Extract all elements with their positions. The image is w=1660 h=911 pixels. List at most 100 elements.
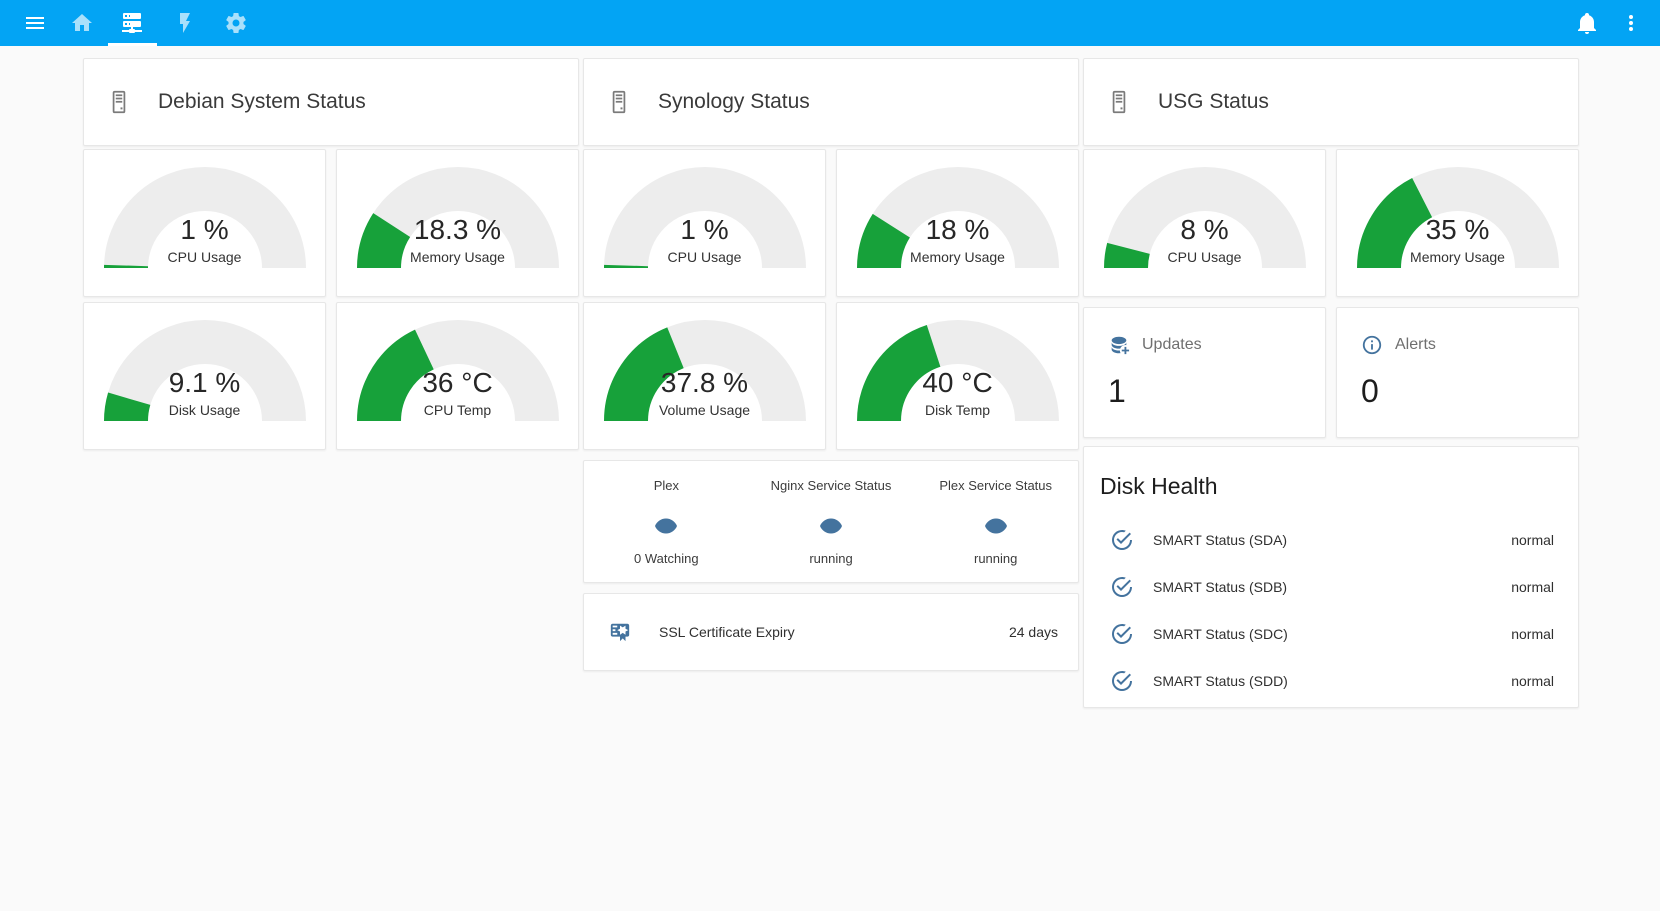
gauge-value: 8 % — [1180, 214, 1229, 245]
stat-value: 1 — [1108, 373, 1126, 409]
smart-value: normal — [1511, 531, 1554, 548]
gauge-label: CPU Usage — [1167, 249, 1242, 265]
smart-value: normal — [1511, 578, 1554, 595]
stat-label: Alerts — [1395, 336, 1436, 353]
entity-name: Plex — [653, 478, 679, 493]
synology-header-card: Synology Status — [583, 58, 1079, 146]
server-tower-icon — [1112, 90, 1126, 114]
eye-icon — [655, 518, 678, 534]
gauge-value: 1 % — [680, 214, 729, 245]
gauge-volume-usage[interactable]: 37.8 % Volume Usage — [583, 302, 826, 450]
check-circle-icon — [1112, 529, 1132, 550]
notifications-bell-icon[interactable] — [1575, 11, 1599, 35]
dashboard-columns: Debian System Status 1 % CPU Usage 18.3 … — [83, 58, 1579, 708]
page-title: Synology Status — [658, 90, 810, 113]
menu-icon[interactable] — [23, 11, 47, 35]
glance-item-plex[interactable]: Plex 0 Watching — [584, 478, 749, 582]
column-usg: USG Status 8 % CPU Usage 35 % Memory Usa… — [1083, 58, 1579, 708]
eye-icon — [820, 518, 842, 534]
gauge-arc — [103, 167, 306, 268]
updates-card[interactable]: Updates 1 — [1083, 307, 1326, 438]
synology-gauges: 1 % CPU Usage 18 % Memory Usage 37.8 % V… — [583, 149, 1079, 450]
disk-health-card: Disk Health SMART Status (SDA) normal SM… — [1083, 446, 1579, 708]
gauge-arc — [856, 167, 1059, 268]
server-tower-icon — [612, 90, 626, 114]
gauge-arc — [1103, 167, 1306, 268]
gauge-memory-usage[interactable]: 18.3 % Memory Usage — [336, 149, 579, 297]
entity-name: Plex Service Status — [939, 478, 1053, 493]
gauge-value: 35 % — [1425, 214, 1490, 245]
smart-value: normal — [1511, 672, 1554, 689]
stat-value: 0 — [1361, 373, 1379, 409]
smart-label: SMART Status (SDA) — [1153, 531, 1288, 548]
gauge-label: CPU Temp — [423, 402, 492, 418]
gauge-label: Memory Usage — [1410, 249, 1505, 265]
gauge-disk-temp[interactable]: 40 °C Disk Temp — [836, 302, 1079, 450]
tab-server-network-icon[interactable] — [120, 11, 144, 35]
ssl-label: SSL Certificate Expiry — [659, 624, 795, 640]
database-plus-icon — [1111, 336, 1130, 355]
smart-label: SMART Status (SDD) — [1153, 672, 1288, 689]
check-circle-icon — [1112, 670, 1132, 691]
gauge-arc — [356, 167, 559, 268]
gauge-cpu-temp[interactable]: 36 °C CPU Temp — [336, 302, 579, 450]
alerts-card[interactable]: Alerts 0 — [1336, 307, 1579, 438]
page-title: Debian System Status — [158, 90, 366, 113]
certificate-icon — [610, 623, 630, 642]
gauge-label: Memory Usage — [910, 249, 1005, 265]
smart-label: SMART Status (SDB) — [1153, 578, 1288, 595]
gauge-cpu-usage[interactable]: 1 % CPU Usage — [583, 149, 826, 297]
stat-label: Updates — [1142, 336, 1202, 353]
glance-item-nginx-service[interactable]: Nginx Service Status running — [749, 478, 914, 582]
smart-status-sdd-row[interactable]: SMART Status (SDD) normal — [1084, 657, 1578, 704]
gauge-arc — [1356, 167, 1559, 268]
smart-status-sdb-row[interactable]: SMART Status (SDB) normal — [1084, 563, 1578, 610]
gauge-memory-usage[interactable]: 35 % Memory Usage — [1336, 149, 1579, 297]
smart-status-sdc-row[interactable]: SMART Status (SDC) normal — [1084, 610, 1578, 657]
gauge-disk-usage[interactable]: 9.1 % Disk Usage — [83, 302, 326, 450]
check-circle-icon — [1112, 576, 1132, 597]
eye-icon — [984, 518, 1007, 534]
glance-item-plex-service[interactable]: Plex Service Status running — [913, 478, 1078, 582]
usg-header-card: USG Status — [1083, 58, 1579, 146]
tab-home-icon[interactable] — [70, 11, 94, 35]
gauge-arc — [103, 320, 306, 421]
gauge-cpu-usage[interactable]: 1 % CPU Usage — [83, 149, 326, 297]
gauge-cpu-usage[interactable]: 8 % CPU Usage — [1083, 149, 1326, 297]
gauge-value: 37.8 % — [660, 367, 749, 398]
overflow-menu-icon[interactable] — [1619, 11, 1643, 35]
gauge-label: CPU Usage — [667, 249, 742, 265]
debian-gauges: 1 % CPU Usage 18.3 % Memory Usage 9.1 % … — [83, 149, 579, 450]
entity-name: Nginx Service Status — [770, 478, 892, 493]
smart-value: normal — [1511, 625, 1554, 642]
tab-settings-icon[interactable] — [224, 11, 248, 35]
server-tower-icon — [112, 90, 126, 114]
check-circle-icon — [1112, 623, 1132, 644]
gauge-value: 9.1 % — [168, 367, 241, 398]
services-glance-card: Plex 0 Watching Nginx Service Status run… — [583, 460, 1079, 583]
gauge-label: Disk Usage — [168, 402, 241, 418]
column-debian: Debian System Status 1 % CPU Usage 18.3 … — [83, 58, 579, 708]
usg-stat-cards: Updates 1 Alerts 0 — [1083, 307, 1579, 438]
page-title: USG Status — [1158, 90, 1269, 113]
smart-label: SMART Status (SDC) — [1153, 625, 1288, 642]
tab-flash-icon[interactable] — [173, 11, 197, 35]
gauge-label: Volume Usage — [658, 402, 751, 418]
gauge-arc — [603, 320, 806, 421]
gauge-label: CPU Usage — [167, 249, 242, 265]
gauge-value: 40 °C — [922, 367, 993, 398]
disk-health-title: Disk Health — [1100, 473, 1218, 499]
app-toolbar — [0, 0, 1660, 46]
ssl-value: 24 days — [1008, 624, 1058, 640]
gauge-memory-usage[interactable]: 18 % Memory Usage — [836, 149, 1079, 297]
gauge-arc — [356, 320, 559, 421]
entity-state: running — [809, 551, 853, 566]
gauge-arc — [856, 320, 1059, 421]
gauge-label: Disk Temp — [924, 402, 991, 418]
debian-header-card: Debian System Status — [83, 58, 579, 146]
smart-status-sda-row[interactable]: SMART Status (SDA) normal — [1084, 516, 1578, 563]
ssl-certificate-row[interactable]: SSL Certificate Expiry 24 days — [583, 593, 1079, 671]
active-tab-indicator — [108, 43, 157, 46]
gauge-value: 1 % — [180, 214, 229, 245]
gauge-value: 18 % — [925, 214, 990, 245]
